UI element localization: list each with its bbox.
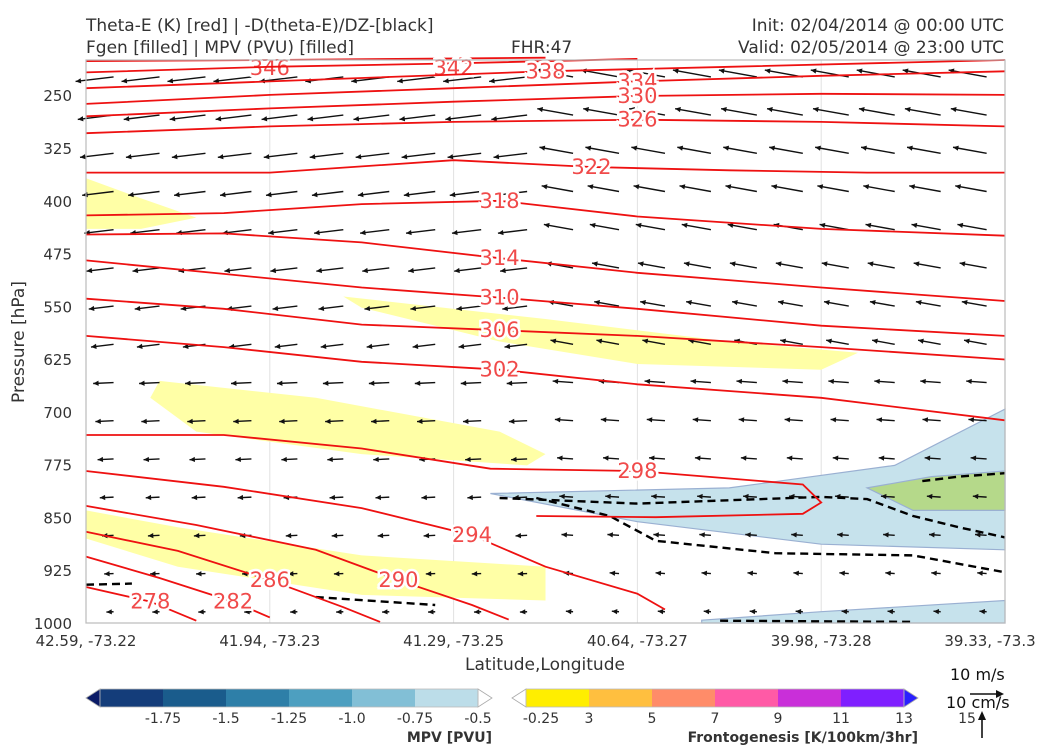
theta-e-contour-label: 294 <box>452 523 492 547</box>
theta-e-contour-label: 290 <box>378 568 418 592</box>
colorbar-swatch <box>589 689 653 707</box>
colorbar-swatch <box>163 689 227 707</box>
y-tick-label: 925 <box>43 562 72 580</box>
colorbar-swatch <box>289 689 353 707</box>
theta-e-contour-label: 338 <box>525 59 565 83</box>
theta-e-contour-label: 286 <box>250 568 290 592</box>
colorbar-tick-label: 9 <box>774 711 783 727</box>
colorbar-tick-label: -1.25 <box>271 711 307 727</box>
colorbar-swatch <box>526 689 590 707</box>
colorbar-extend-right <box>904 689 918 707</box>
init-label: Init: 02/04/2014 @ 00:00 UTC <box>752 16 1004 36</box>
colorbar-extend-left <box>512 689 526 707</box>
y-tick-label: 1000 <box>34 615 72 633</box>
title-line-2: Fgen [filled] | MPV (PVU) [filled] <box>86 38 354 58</box>
x-tick-label: 40.64, -73.27 <box>587 632 688 650</box>
theta-e-contour-label: 310 <box>480 286 520 310</box>
fhr-label: FHR:47 <box>511 38 572 58</box>
theta-e-contour-label: 298 <box>617 459 657 483</box>
colorbar-tick-label: -0.5 <box>464 711 491 727</box>
title-line-1: Theta-E (K) [red] | -D(theta-E)/DZ-[blac… <box>85 16 434 36</box>
mpv-colorbar: -1.75 -1.5 -1.25 -1.0 -0.75 -0.5 -0.25 <box>86 689 559 727</box>
x-axis-ticks: 42.59, -73.22 41.94, -73.23 41.29, -73.25 4… <box>36 632 1036 650</box>
colorbar-swatch <box>415 689 479 707</box>
y-tick-label: 775 <box>43 457 72 475</box>
y-tick-label: 400 <box>43 193 72 211</box>
theta-e-contour-label: 302 <box>480 358 520 382</box>
x-axis-label: Latitude,Longitude <box>465 655 625 675</box>
theta-e-contour-label: 282 <box>213 590 253 614</box>
y-axis-label: Pressure [hPa] <box>9 281 29 403</box>
colorbar-tick-label: 3 <box>585 711 594 727</box>
wind-scale-vertical-arrowhead <box>978 711 986 720</box>
y-tick-label: 325 <box>43 140 72 158</box>
colorbar-extend-left <box>86 689 100 707</box>
colorbar-tick-label: 15 <box>958 711 976 727</box>
colorbar-swatch <box>226 689 290 707</box>
colorbar-extend-right <box>478 689 492 707</box>
colorbar-tick-label: -0.25 <box>523 711 559 727</box>
colorbar-tick-label: -1.75 <box>145 711 181 727</box>
colorbar-swatch <box>652 689 716 707</box>
theta-e-contour-label: 330 <box>617 84 657 108</box>
theta-e-contour-label: 314 <box>480 246 520 270</box>
y-tick-label: 625 <box>43 351 72 369</box>
y-tick-label: 700 <box>43 404 72 422</box>
colorbar-swatch <box>100 689 164 707</box>
theta-e-contour-label: 322 <box>571 155 611 179</box>
x-tick-label: 39.33, -73.3 <box>944 632 1035 650</box>
wind-scale-horizontal: 10 m/s <box>950 665 1005 684</box>
theta-e-contour-label: 306 <box>480 318 520 342</box>
theta-e-contour-label: 318 <box>480 189 520 213</box>
fgen-colorbar: 3 5 7 9 11 13 15 <box>512 689 976 727</box>
fgen-colorbar-title: Frontogenesis [K/100km/3hr] <box>688 730 918 746</box>
y-tick-label: 250 <box>43 87 72 105</box>
theta-e-contour-label: 326 <box>617 108 657 132</box>
colorbar-tick-label: 13 <box>895 711 913 727</box>
colorbar-tick-label: 5 <box>648 711 657 727</box>
x-tick-label: 41.94, -73.23 <box>219 632 320 650</box>
colorbar-tick-label: 7 <box>711 711 720 727</box>
theta-e-contour-label: 278 <box>130 590 170 614</box>
colorbar-tick-label: -1.5 <box>212 711 239 727</box>
colorbar-tick-label: -1.0 <box>338 711 365 727</box>
colorbar-swatch <box>841 689 905 707</box>
y-tick-label: 850 <box>43 509 72 527</box>
x-tick-label: 39.98, -73.28 <box>771 632 872 650</box>
y-tick-label: 550 <box>43 298 72 316</box>
colorbar-swatch <box>352 689 416 707</box>
colorbar-tick-label: -0.75 <box>397 711 433 727</box>
colorbar-swatch <box>778 689 842 707</box>
valid-label: Valid: 02/05/2014 @ 23:00 UTC <box>738 38 1004 58</box>
y-tick-label: 475 <box>43 246 72 264</box>
y-axis-ticks: 250 325 400 475 550 625 700 775 850 925 1000 <box>34 87 72 633</box>
x-tick-label: 42.59, -73.22 <box>36 632 137 650</box>
x-tick-label: 41.29, -73.25 <box>403 632 504 650</box>
colorbar-tick-label: 11 <box>832 711 850 727</box>
colorbar-swatch <box>715 689 779 707</box>
mpv-colorbar-title: MPV [PVU] <box>407 730 492 746</box>
